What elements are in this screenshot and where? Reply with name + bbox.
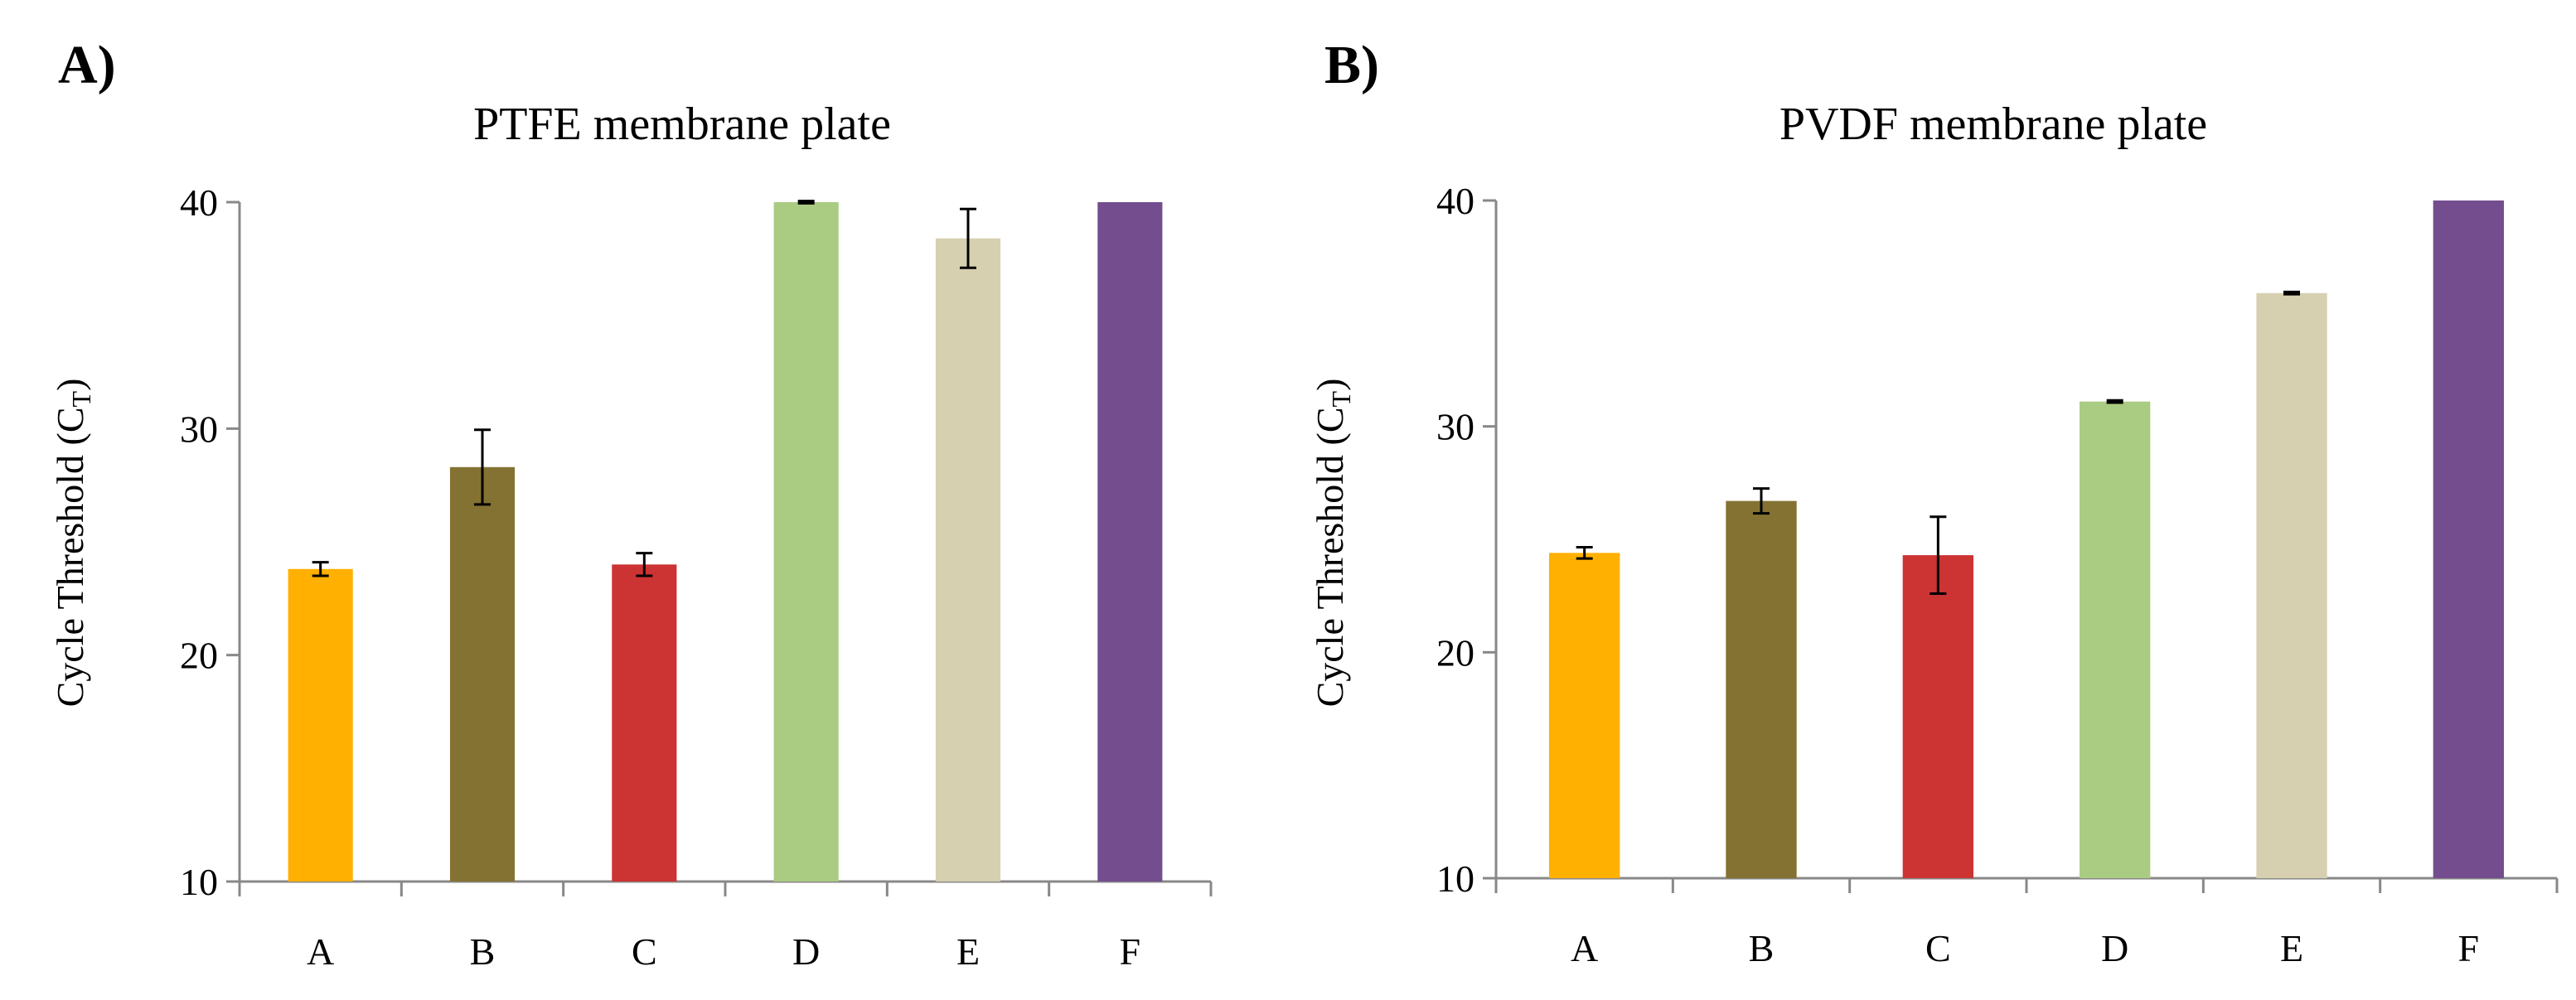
panel-label: A) (58, 35, 116, 95)
bar-d (2080, 401, 2151, 878)
y-tick-label: 30 (180, 408, 218, 450)
chart-panel-a: A) PTFE membrane plate Cycle Threshold (CT… (49, 35, 1213, 973)
x-tick-label: E (956, 930, 980, 973)
x-tick-label: A (1571, 927, 1598, 969)
x-tick-label: B (470, 930, 496, 973)
panel-label: B) (1324, 35, 1379, 95)
bar-e (2256, 292, 2327, 878)
bar-a (1549, 553, 1620, 878)
y-axis-label: Cycle Threshold (CT) (1309, 379, 1356, 708)
y-tick-label: 40 (1436, 180, 1474, 222)
bar-f (2433, 200, 2504, 878)
bar-e (935, 238, 1001, 882)
y-tick-label: 20 (180, 635, 218, 677)
bar-a (288, 568, 353, 882)
x-tick-label: C (1925, 927, 1951, 969)
y-tick-label: 10 (1436, 857, 1474, 900)
y-axis-label-close: ) (49, 379, 91, 391)
y-tick-label: 30 (1436, 406, 1474, 448)
chart-title: PTFE membrane plate (473, 99, 891, 150)
y-tick-label: 10 (180, 861, 218, 903)
x-tick-label: D (792, 930, 820, 973)
y-axis-label-text: Cycle Threshold (C (49, 407, 91, 707)
y-axis-label-subscript: T (66, 390, 96, 407)
bar-b (1726, 500, 1797, 878)
y-tick-label: 40 (180, 181, 218, 224)
x-tick-label: D (2101, 927, 2128, 969)
y-axis-label-subscript: T (1326, 390, 1356, 407)
y-axis-label-text: Cycle Threshold (C (1309, 407, 1351, 707)
x-tick-label: A (307, 930, 334, 973)
x-tick-label: F (2458, 927, 2480, 969)
y-axis-label-close: ) (1309, 379, 1351, 391)
bar-c (1902, 555, 1973, 878)
y-axis-label: Cycle Threshold (CT) (49, 379, 96, 708)
bar-f (1097, 202, 1163, 882)
bar-c (612, 564, 677, 882)
x-tick-label: B (1749, 927, 1775, 969)
y-tick-label: 20 (1436, 631, 1474, 674)
chart-title: PVDF membrane plate (1779, 99, 2207, 150)
bar-d (773, 202, 839, 882)
chart-panel-b: B) PVDF membrane plate Cycle Threshold (CT… (1309, 35, 2559, 969)
bar-b (449, 466, 516, 882)
x-tick-label: E (2280, 927, 2303, 969)
x-tick-label: C (632, 930, 657, 973)
x-tick-label: F (1120, 930, 1141, 973)
